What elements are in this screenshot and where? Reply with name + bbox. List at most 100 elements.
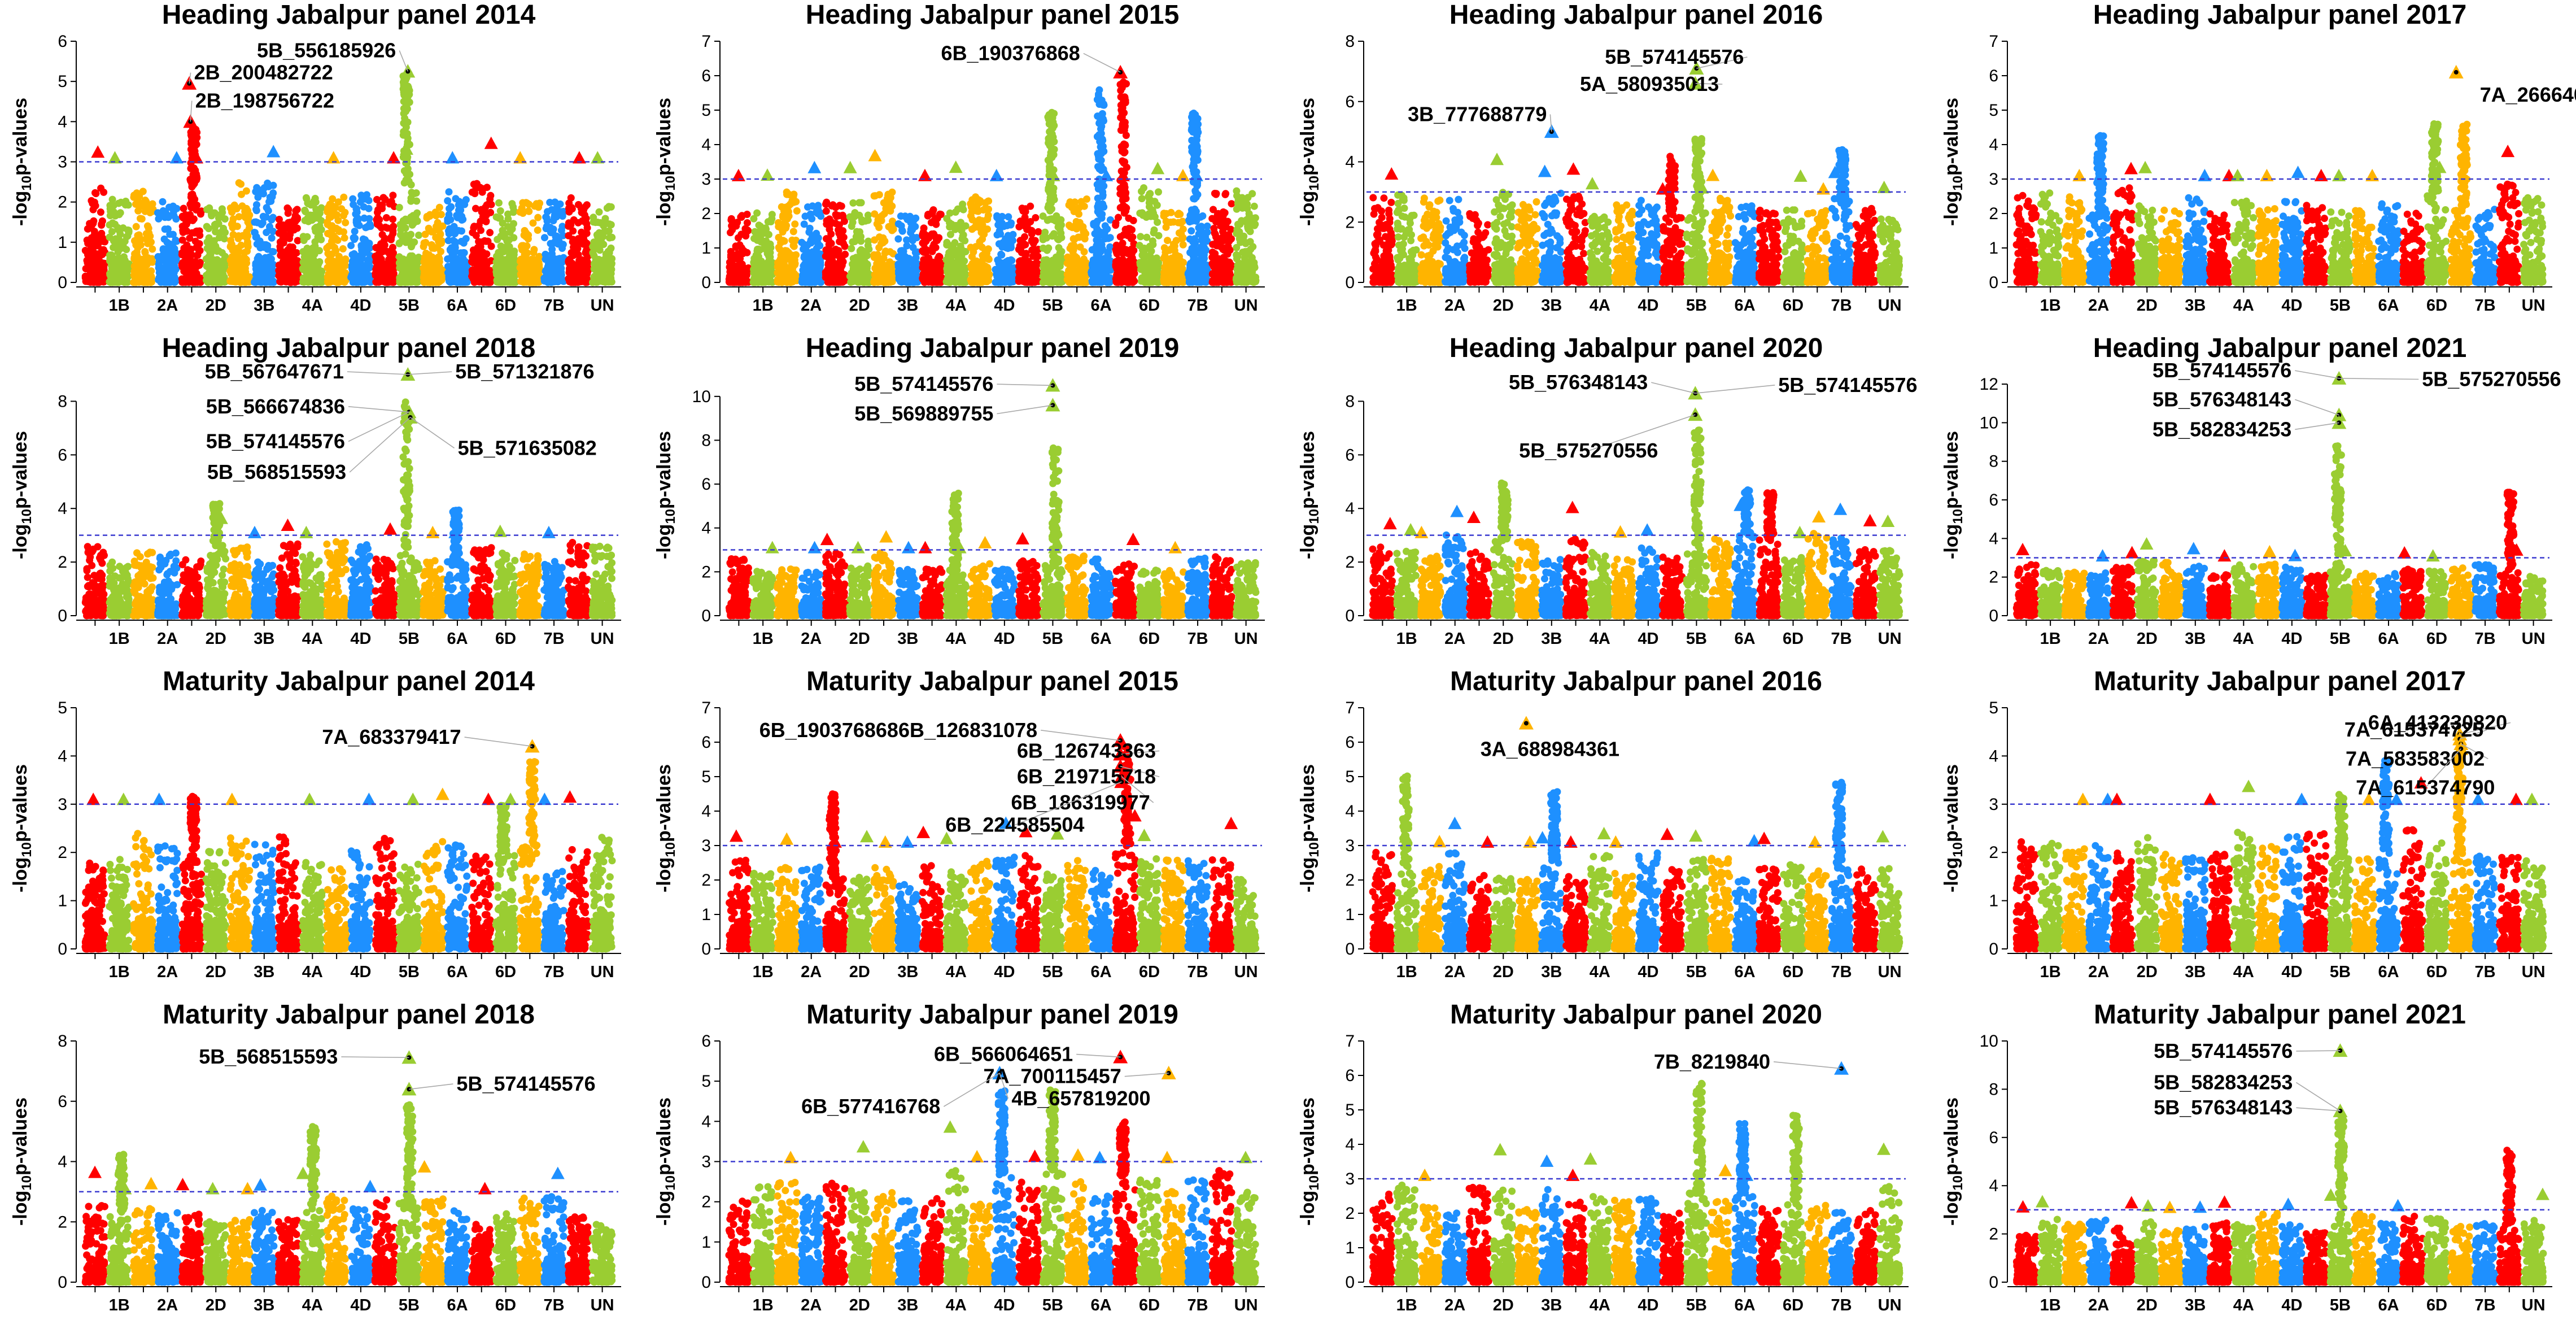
- chromosome-points-1A: [1369, 194, 1396, 286]
- scatter-points: [725, 78, 1260, 286]
- chromosome-points-UN: [1876, 1183, 1903, 1286]
- x-tick-label: 4D: [994, 1296, 1015, 1314]
- x-tick-label: 4D: [2281, 963, 2302, 981]
- triangle-marker: [1876, 830, 1890, 843]
- scatter-points: [2012, 752, 2547, 953]
- triangle-marker: [2291, 165, 2305, 178]
- chromosome-points-4D: [991, 565, 1018, 620]
- triangle-marker: [241, 1182, 255, 1195]
- scatter-points: [726, 743, 1260, 953]
- y-tick-label: 4: [58, 112, 67, 131]
- chromosome-points-4A: [1586, 548, 1613, 620]
- chromosome-points-5A: [1015, 852, 1042, 953]
- triangle-marker: [2398, 546, 2412, 559]
- chromosome-points-4D: [2278, 198, 2306, 286]
- y-tick-label: 6: [1345, 446, 1355, 464]
- chromosome-points-3B: [1538, 1186, 1565, 1286]
- triangle-marker: [190, 151, 204, 164]
- chromosome-points-7D: [1852, 865, 1879, 953]
- chromosome-points-7A: [2447, 120, 2475, 286]
- x-tick-label: 3B: [2185, 630, 2206, 648]
- triangle-marker: [999, 816, 1013, 829]
- y-tick-label: 0: [701, 1273, 711, 1292]
- snp-annotation-label: 5B_569889755: [854, 402, 993, 425]
- triangle-marker: [1418, 1168, 1432, 1181]
- chromosome-points-4B: [967, 857, 994, 953]
- x-tick-label: 2A: [801, 297, 822, 315]
- x-tick-label: UN: [591, 963, 614, 981]
- x-tick-label: 6D: [1139, 630, 1160, 648]
- y-label-sub: 10: [663, 176, 678, 191]
- y-label-suffix: p-values: [10, 98, 31, 176]
- chromosome-points-3B: [894, 212, 922, 286]
- y-label-prefix: -log: [1941, 857, 1962, 892]
- chromosome-points-7B: [1184, 554, 1211, 620]
- chromosome-points-4B: [2254, 1209, 2281, 1286]
- x-tick-label: 4D: [350, 630, 371, 648]
- chromosome-points-2D: [202, 848, 229, 953]
- triangle-marker: [2124, 1196, 2138, 1209]
- x-tick-label: 5B: [1686, 297, 1707, 315]
- chromosome-points-4B: [2254, 205, 2281, 286]
- y-tick-label: 4: [1345, 499, 1355, 518]
- scatter-points: [81, 1101, 616, 1286]
- chromosome-points-2A: [797, 863, 825, 953]
- chromosome-points-5D: [2351, 569, 2378, 620]
- chromosome-points-UN: [1232, 875, 1260, 953]
- x-tick-label: 6A: [1090, 630, 1111, 648]
- x-tick-label: UN: [591, 297, 614, 315]
- triangle-marker: [108, 151, 122, 164]
- x-tick-label: 6D: [1139, 297, 1160, 315]
- y-tick-label: 1: [1989, 892, 1998, 911]
- chromosome-points-1D: [130, 188, 157, 286]
- x-tick-label: 3B: [897, 963, 918, 981]
- y-tick-label: 4: [701, 1112, 711, 1131]
- chromosome-points-5D: [2351, 855, 2378, 953]
- x-tick-label: 4D: [350, 1296, 371, 1314]
- x-tick-label: 3B: [1541, 1296, 1562, 1314]
- x-tick-label: 6A: [1090, 297, 1111, 315]
- x-tick-label: 7B: [2475, 630, 2496, 648]
- y-tick-label: 0: [58, 940, 67, 959]
- annotation-leader-line: [999, 1073, 1009, 1099]
- triangle-marker: [399, 142, 413, 155]
- highlight-snp-dot: [1118, 764, 1123, 769]
- snp-annotation-label: 6B_1903768686B_126831078: [759, 718, 1037, 742]
- triangle-marker: [1399, 830, 1413, 843]
- chromosome-points-3A: [2158, 1227, 2185, 1286]
- x-tick-label: UN: [1878, 1296, 1902, 1314]
- x-tick-label: 4A: [2233, 630, 2254, 648]
- scatter-points: [1369, 135, 1903, 286]
- triangle-marker: [1566, 162, 1580, 175]
- x-tick-label: 4A: [946, 297, 967, 315]
- scatter-points: [725, 444, 1260, 620]
- triangle-marker: [901, 541, 915, 554]
- x-tick-label: 4D: [350, 963, 371, 981]
- x-tick-label: UN: [2522, 297, 2546, 315]
- triangle-marker: [2072, 168, 2086, 181]
- snp-annotation-label: 5B_582834253: [2153, 417, 2291, 441]
- annotation-leader-line: [189, 72, 191, 84]
- y-tick-label: 0: [58, 607, 67, 625]
- x-tick-label: 7B: [1831, 630, 1852, 648]
- chromosome-points-UN: [588, 542, 616, 620]
- chromosome-points-7A: [516, 1194, 544, 1286]
- chromosome-points-4A: [942, 201, 970, 286]
- scatter-points: [2012, 1111, 2549, 1286]
- y-label-prefix: -log: [1297, 1191, 1318, 1226]
- snp-annotation-label: 2B_200482722: [194, 61, 333, 84]
- annotation-leader-line: [2295, 1082, 2341, 1112]
- chromosome-points-1B: [749, 1183, 776, 1286]
- chromosome-points-7D: [1208, 190, 1235, 286]
- chromosome-points-1B: [749, 869, 776, 953]
- y-label-suffix: p-values: [653, 431, 675, 509]
- chromosome-points-6A: [2376, 1219, 2402, 1286]
- x-tick-label: 5B: [399, 1296, 420, 1314]
- y-tick-label: 2: [1345, 1204, 1355, 1223]
- triangle-marker: [856, 1140, 870, 1153]
- x-tick-label: 3B: [254, 297, 274, 315]
- x-tick-label: 2D: [206, 963, 226, 981]
- triangle-marker: [1238, 1151, 1252, 1164]
- chromosome-points-1B: [1393, 547, 1420, 620]
- y-label-sub: 10: [1307, 509, 1322, 524]
